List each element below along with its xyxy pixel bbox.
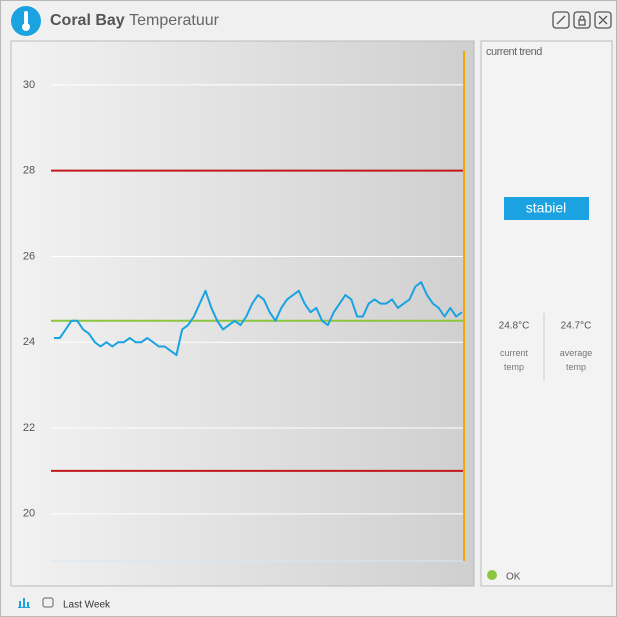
table-view-icon[interactable] xyxy=(42,597,54,608)
title: Coral Bay Temperatuur xyxy=(50,12,220,29)
side-panel xyxy=(480,40,613,587)
y-tick-label: 26 xyxy=(23,250,35,262)
lock-button[interactable] xyxy=(573,11,591,29)
current-label: current temp xyxy=(499,348,528,372)
panel-title: current trend xyxy=(486,46,542,58)
y-tick-label: 28 xyxy=(23,165,35,177)
thermometer xyxy=(24,11,28,25)
average-temp: 24.7°C xyxy=(561,321,592,332)
trend-label: stabiel xyxy=(526,200,566,216)
close-button[interactable] xyxy=(594,11,612,29)
y-tick-label: 20 xyxy=(23,508,35,520)
average-label-box: average temp xyxy=(559,348,593,372)
chart-area xyxy=(10,40,475,587)
current-temp: 24.8°C xyxy=(499,321,530,332)
average-label: average temp xyxy=(559,348,593,372)
chart-view-icon[interactable] xyxy=(18,598,30,608)
edit-button[interactable] xyxy=(552,11,570,29)
y-tick-label: 24 xyxy=(23,336,35,348)
range[interactable]: Last Week xyxy=(63,600,111,611)
status-dot xyxy=(487,570,497,580)
thermometer-bulb xyxy=(22,23,30,31)
temperature-line xyxy=(54,281,463,357)
current-label-box: current temp xyxy=(499,348,528,372)
y-tick-label: 22 xyxy=(23,422,35,434)
trend-badge xyxy=(504,197,589,220)
status: OK xyxy=(506,572,521,583)
y-tick-label: 30 xyxy=(23,79,35,91)
